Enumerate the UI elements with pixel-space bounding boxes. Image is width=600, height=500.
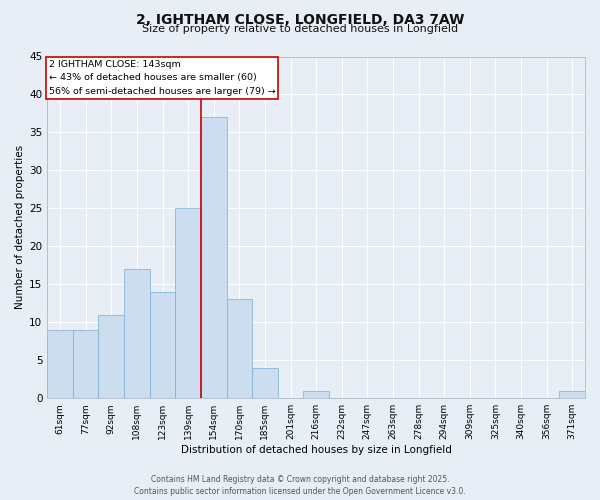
- Bar: [73, 330, 98, 398]
- Text: 2, IGHTHAM CLOSE, LONGFIELD, DA3 7AW: 2, IGHTHAM CLOSE, LONGFIELD, DA3 7AW: [136, 12, 464, 26]
- Bar: [252, 368, 278, 398]
- Text: Size of property relative to detached houses in Longfield: Size of property relative to detached ho…: [142, 24, 458, 34]
- Bar: [304, 390, 329, 398]
- Y-axis label: Number of detached properties: Number of detached properties: [15, 146, 25, 310]
- Bar: [227, 300, 252, 398]
- Bar: [559, 390, 585, 398]
- X-axis label: Distribution of detached houses by size in Longfield: Distribution of detached houses by size …: [181, 445, 452, 455]
- Bar: [150, 292, 175, 398]
- Text: Contains HM Land Registry data © Crown copyright and database right 2025.
Contai: Contains HM Land Registry data © Crown c…: [134, 474, 466, 496]
- Bar: [175, 208, 201, 398]
- Bar: [47, 330, 73, 398]
- Bar: [201, 117, 227, 398]
- Bar: [124, 269, 150, 398]
- Bar: [98, 314, 124, 398]
- Text: 2 IGHTHAM CLOSE: 143sqm
← 43% of detached houses are smaller (60)
56% of semi-de: 2 IGHTHAM CLOSE: 143sqm ← 43% of detache…: [49, 60, 275, 96]
